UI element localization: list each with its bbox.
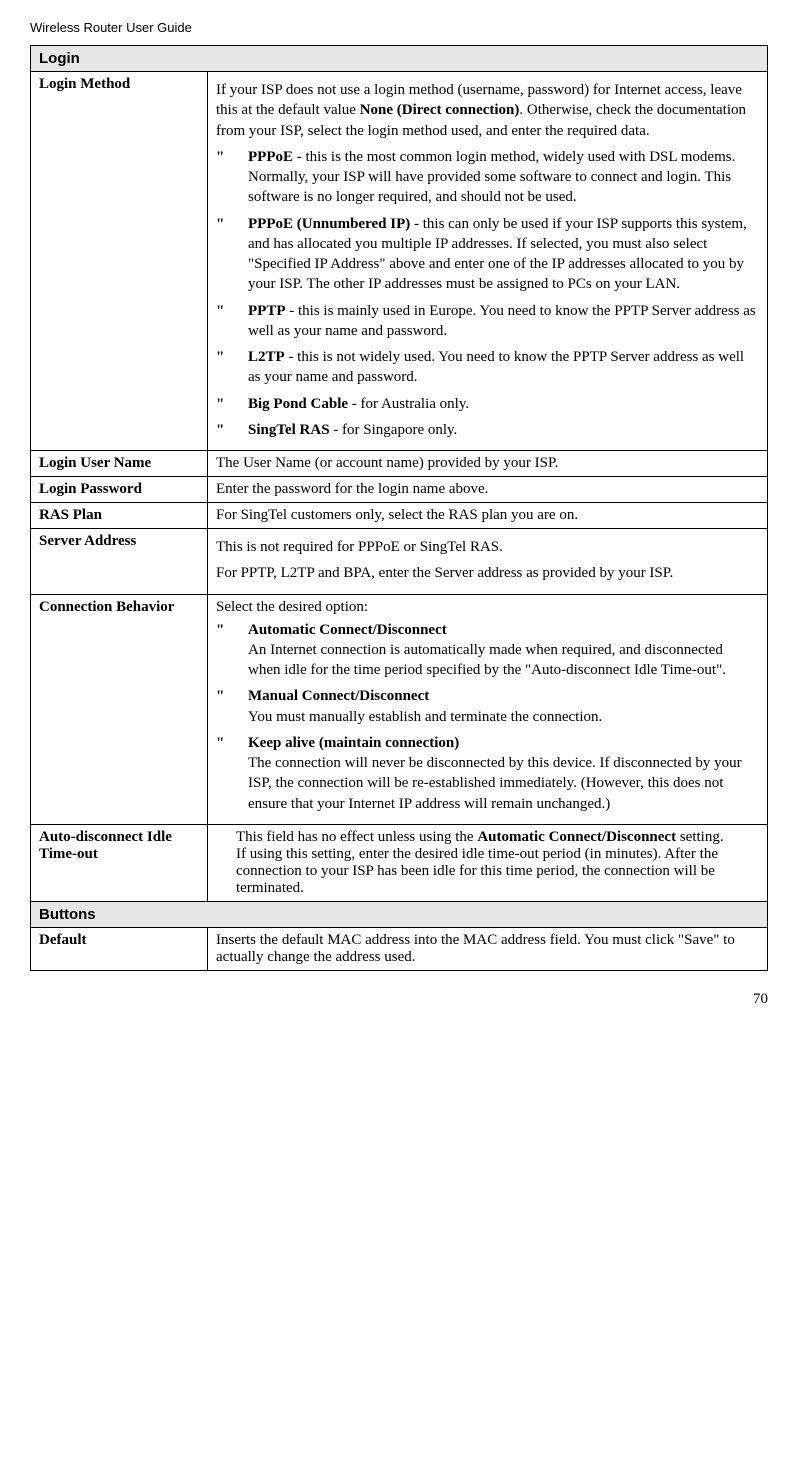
lm-item-4-bold: Big Pond Cable [248,396,348,412]
cb-item-0-bold: Automatic Connect/Disconnect [248,622,447,638]
row-login-password: Login Password Enter the password for th… [31,477,768,503]
server-address-p2: For PPTP, L2TP and BPA, enter the Server… [216,563,759,583]
label-ras-plan: RAS Plan [31,503,208,529]
label-login-user-name: Login User Name [31,451,208,477]
login-method-list: PPPoE - this is the most common login me… [216,147,759,440]
ad-rest: If using this setting, enter the desired… [236,846,718,896]
connection-behavior-list: Automatic Connect/Disconnect An Internet … [216,620,759,814]
settings-table: Login Login Method If your ISP does not … [30,45,768,971]
login-method-intro-bold: None (Direct connection) [360,102,520,118]
ad-pre: This field has no effect unless using th… [236,829,477,845]
lm-item-3-text: - this is not widely used. You need to k… [248,349,744,385]
section-login-title: Login [31,46,768,72]
ad-bold: Automatic Connect/Disconnect [477,829,676,845]
lm-item-5-bold: SingTel RAS [248,422,330,438]
desc-login-user-name: The User Name (or account name) provided… [208,451,768,477]
lm-item-3-bold: L2TP [248,349,285,365]
doc-header: Wireless Router User Guide [30,20,768,35]
page-number: 70 [30,991,768,1008]
row-auto-disconnect: Auto-disconnect Idle Time-out This field… [31,824,768,901]
ad-post: setting. [676,829,724,845]
lm-item-4-text: - for Australia only. [348,396,469,412]
row-login-user-name: Login User Name The User Name (or accoun… [31,451,768,477]
cb-item-2-bold: Keep alive (maintain connection) [248,735,459,751]
cb-item-1-text: You must manually establish and terminat… [248,709,602,725]
label-login-method: Login Method [31,72,208,451]
desc-server-address: This is not required for PPPoE or SingTe… [208,529,768,595]
row-server-address: Server Address This is not required for … [31,529,768,595]
row-ras-plan: RAS Plan For SingTel customers only, sel… [31,503,768,529]
label-server-address: Server Address [31,529,208,595]
lm-item-2-text: - this is mainly used in Europe. You nee… [248,303,756,339]
desc-ras-plan: For SingTel customers only, select the R… [208,503,768,529]
row-connection-behavior: Connection Behavior Select the desired o… [31,594,768,824]
label-login-password: Login Password [31,477,208,503]
cb-item-1-bold: Manual Connect/Disconnect [248,688,429,704]
label-connection-behavior: Connection Behavior [31,594,208,824]
lm-item-5-text: - for Singapore only. [330,422,458,438]
desc-connection-behavior: Select the desired option: Automatic Con… [208,594,768,824]
cb-item-2-text: The connection will never be disconnecte… [248,755,742,812]
lm-item-0-bold: PPPoE [248,149,293,165]
row-default: Default Inserts the default MAC address … [31,927,768,970]
cb-item-0-text: An Internet connection is automatically … [248,642,726,678]
cb-intro: Select the desired option: [216,599,368,615]
row-login-method: Login Method If your ISP does not use a … [31,72,768,451]
desc-default: Inserts the default MAC address into the… [208,927,768,970]
lm-item-2-bold: PPTP [248,303,286,319]
server-address-p1: This is not required for PPPoE or SingTe… [216,537,759,557]
label-auto-disconnect: Auto-disconnect Idle Time-out [31,824,208,901]
lm-item-0-text: - this is the most common login method, … [248,149,735,206]
desc-auto-disconnect: This field has no effect unless using th… [208,824,768,901]
lm-item-1-bold: PPPoE (Unnumbered IP) [248,216,410,232]
section-buttons-title: Buttons [31,901,768,927]
label-default: Default [31,927,208,970]
desc-login-method: If your ISP does not use a login method … [208,72,768,451]
desc-login-password: Enter the password for the login name ab… [208,477,768,503]
